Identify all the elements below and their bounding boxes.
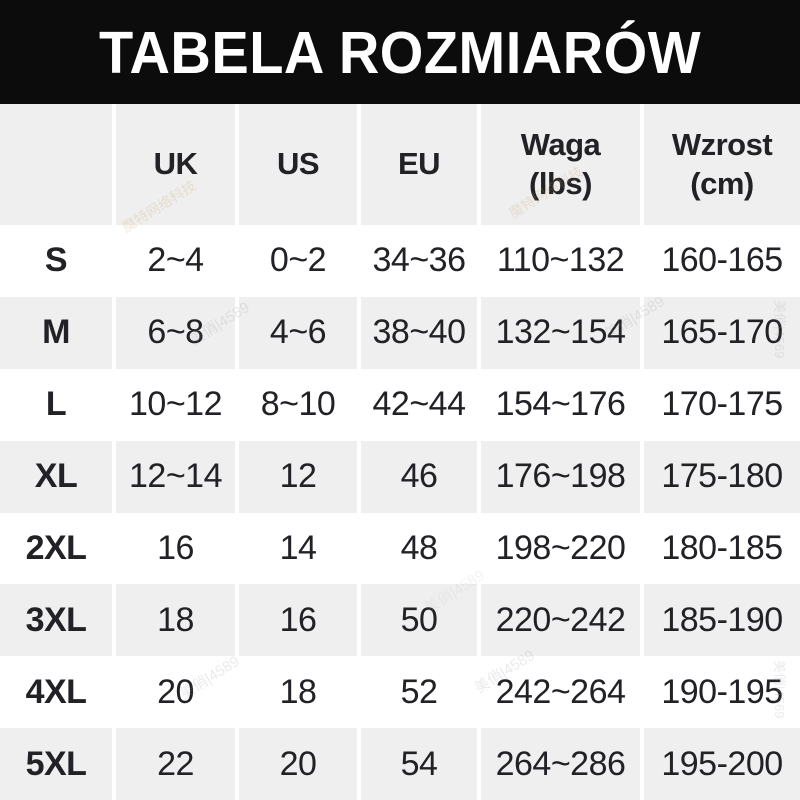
value-cell: 0~2 [235,225,357,297]
header-cell: US [235,104,357,225]
size-label-cell: S [44,241,68,280]
value-cell: 185-190 [640,584,800,657]
page-title: TABELA ROZMIARÓW [98,18,702,86]
value-cell: 8~10 [235,368,357,441]
value-cell: 220~242 [477,584,640,657]
value-cell: 165-170 [640,296,800,369]
value-cell: 52 [357,656,477,729]
value-cell: 132~154 [477,296,640,369]
value-cell: 12~14 [112,440,235,513]
value-cell: 110~132 [477,225,640,297]
size-label-cell: M [42,313,70,352]
value-cell: 18 [235,656,357,729]
size-table: UK US EU Waga (lbs) Wzrost (cm) S 2~4 0~2 34~36… [0,104,800,800]
table-row: L 10~12 8~10 42~44 154~176 170-175 [0,368,800,441]
size-label-cell: XL [34,457,78,496]
value-cell: 48 [357,512,477,585]
value-cell: 176~198 [477,440,640,513]
value-cell: 190-195 [640,656,800,729]
table-header-row: UK US EU Waga (lbs) Wzrost (cm) [0,104,800,225]
value-cell: 34~36 [357,225,477,297]
value-cell: 22 [112,728,235,800]
value-cell: 42~44 [357,368,477,441]
value-cell: 264~286 [477,728,640,800]
header-cell: Wzrost (cm) [640,104,800,225]
value-cell: 2~4 [112,225,235,297]
value-cell: 160-165 [640,225,800,297]
value-cell: 180-185 [640,512,800,585]
value-cell: 195-200 [640,728,800,800]
value-cell: 20 [235,728,357,800]
value-cell: 154~176 [477,368,640,441]
value-cell: 18 [112,584,235,657]
size-label-cell: 4XL [25,672,87,711]
table-row: 4XL 20 18 52 242~264 190-195 [0,656,800,729]
value-cell: 16 [235,584,357,657]
table-row: XL 12~14 12 46 176~198 175-180 [0,440,800,513]
size-label-cell: 2XL [25,528,87,567]
value-cell: 175-180 [640,440,800,513]
value-cell: 198~220 [477,512,640,585]
size-label-cell: L [45,385,67,424]
header-cell: EU [357,104,477,225]
value-cell: 170-175 [640,368,800,441]
table-row: 3XL 18 16 50 220~242 185-190 [0,584,800,657]
value-cell: 14 [235,512,357,585]
value-cell: 54 [357,728,477,800]
value-cell: 242~264 [477,656,640,729]
header-cell: Waga (lbs) [477,104,640,225]
value-cell: 20 [112,656,235,729]
value-cell: 38~40 [357,296,477,369]
table-row: M 6~8 4~6 38~40 132~154 165-170 [0,296,800,369]
header-cell-empty [0,104,112,225]
value-cell: 4~6 [235,296,357,369]
title-bar: TABELA ROZMIARÓW [0,0,800,104]
value-cell: 46 [357,440,477,513]
value-cell: 10~12 [112,368,235,441]
value-cell: 12 [235,440,357,513]
value-cell: 16 [112,512,235,585]
size-label-cell: 5XL [25,744,87,783]
size-label-cell: 3XL [25,600,87,639]
value-cell: 6~8 [112,296,235,369]
table-row: S 2~4 0~2 34~36 110~132 160-165 [0,225,800,297]
table-row: 2XL 16 14 48 198~220 180-185 [0,512,800,585]
table-body: S 2~4 0~2 34~36 110~132 160-165 M 6~8 4~6 38~40 13… [0,225,800,800]
value-cell: 50 [357,584,477,657]
table-row: 5XL 22 20 54 264~286 195-200 [0,728,800,800]
header-cell: UK [112,104,235,225]
